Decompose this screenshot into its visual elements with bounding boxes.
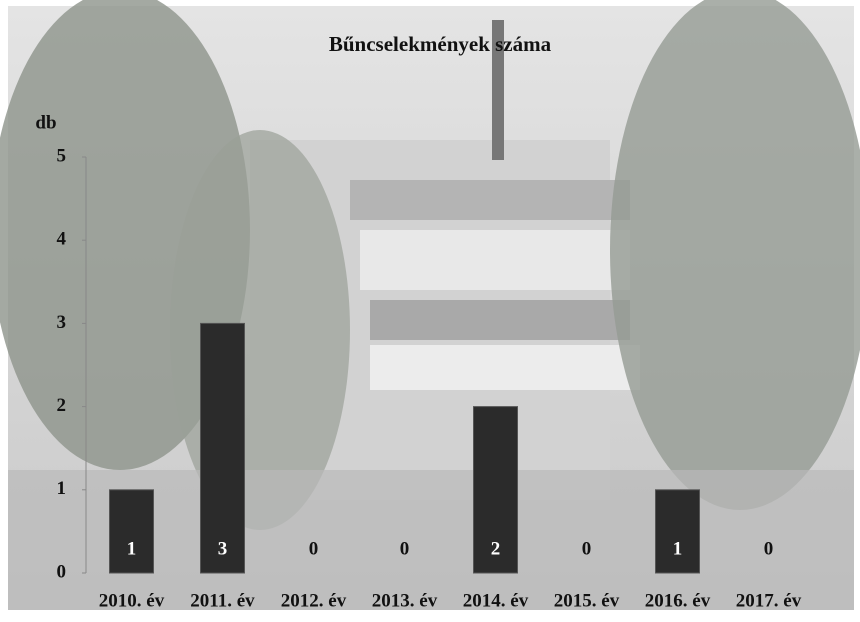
y-tick-label: 4	[57, 229, 67, 250]
data-label: 1	[127, 538, 137, 559]
y-tick-label: 5	[57, 145, 67, 166]
data-label: 3	[218, 538, 228, 559]
x-tick-label: 2012. év	[281, 590, 347, 611]
bar	[655, 489, 700, 574]
data-label: 0	[309, 538, 319, 559]
x-tick-label: 2010. év	[99, 590, 165, 611]
data-label: 2	[491, 538, 501, 559]
data-label: 0	[764, 538, 774, 559]
y-tick-label: 0	[57, 561, 67, 582]
bar	[200, 322, 245, 574]
y-axis-label: db	[35, 112, 56, 133]
data-label: 0	[582, 538, 592, 559]
bar	[109, 489, 154, 574]
x-tick-label: 2013. év	[372, 590, 438, 611]
y-tick-label: 3	[57, 312, 67, 333]
chart-title: Bűncselekmények száma	[329, 32, 552, 56]
data-label: 1	[673, 538, 683, 559]
y-tick-label: 2	[57, 395, 67, 416]
data-label: 0	[400, 538, 410, 559]
x-tick-label: 2015. év	[554, 590, 620, 611]
x-tick-label: 2011. év	[190, 590, 255, 611]
x-tick-label: 2016. év	[645, 590, 711, 611]
x-tick-label: 2014. év	[463, 590, 529, 611]
bar	[473, 406, 518, 574]
y-tick-label: 1	[57, 478, 67, 499]
x-tick-label: 2017. év	[736, 590, 802, 611]
